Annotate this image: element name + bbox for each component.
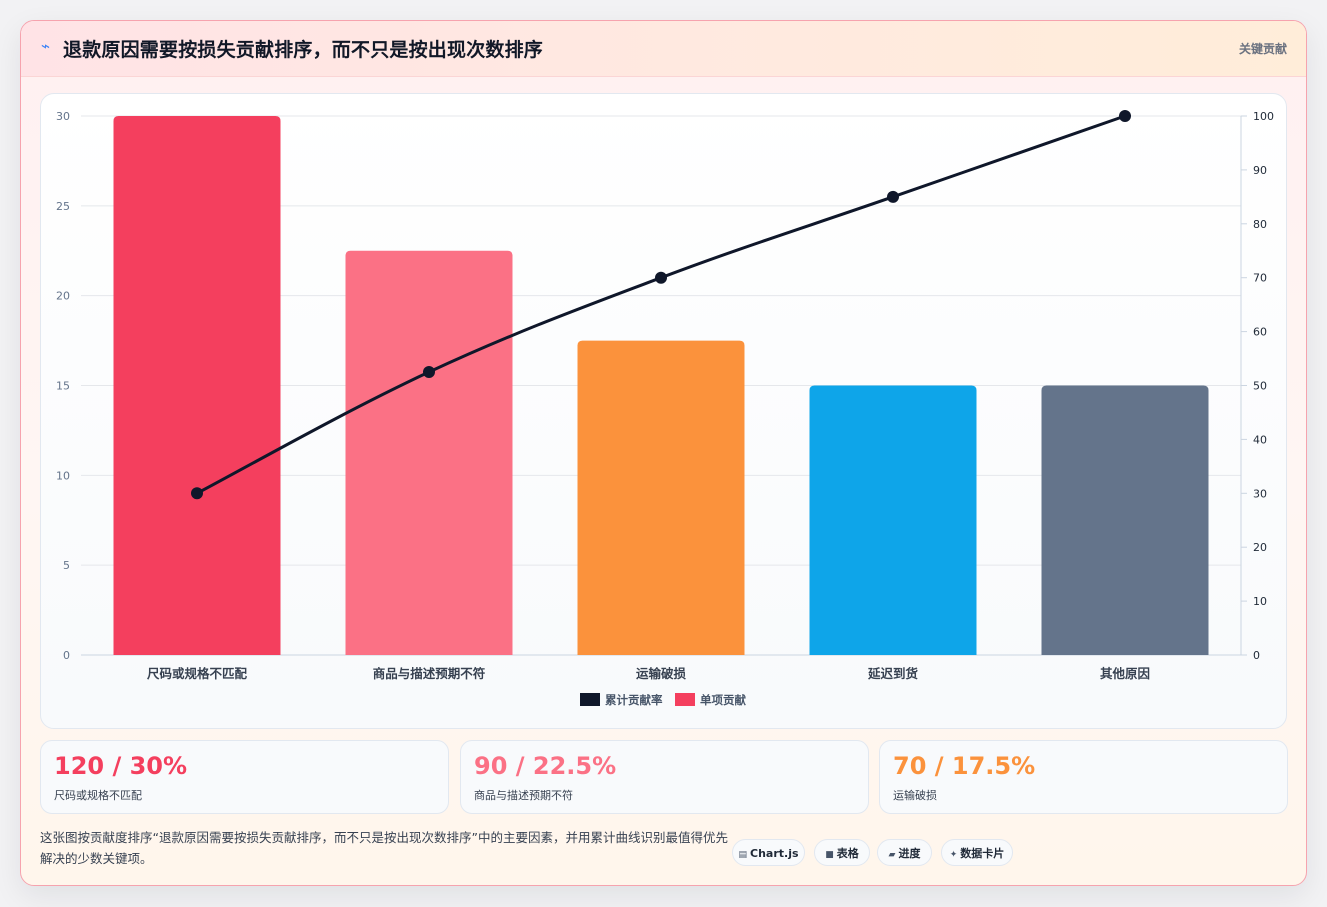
- legend-swatch: [580, 693, 600, 706]
- y-left-tick-label: 10: [56, 469, 70, 482]
- stat-label: 运输破损: [893, 789, 937, 802]
- cumulative-point: [1119, 110, 1131, 122]
- pill-label: 数据卡片: [960, 847, 1005, 860]
- x-tick-label: 其他原因: [1100, 666, 1150, 681]
- y-left-tick-label: 20: [56, 290, 70, 303]
- x-tick-label: 延迟到货: [867, 666, 919, 681]
- card-title: 退款原因需要按损失贡献排序，而不只是按出现次数排序: [63, 39, 544, 61]
- bar: [809, 385, 977, 655]
- y-right-tick-label: 70: [1253, 272, 1267, 285]
- pill-data-card[interactable]: ✦ 数据卡片: [941, 839, 1013, 866]
- x-tick-label: 尺码或规格不匹配: [147, 666, 248, 681]
- y-right-tick-label: 30: [1253, 487, 1267, 500]
- bolt-icon: ⌁: [41, 37, 51, 55]
- sparkle-icon: ✦: [949, 850, 958, 860]
- card-header: ⌁ 退款原因需要按损失贡献排序，而不只是按出现次数排序 关键贡献: [21, 21, 1306, 77]
- y-right-tick-label: 50: [1253, 380, 1267, 393]
- table-icon: ■: [825, 850, 834, 860]
- y-right-tick-label: 40: [1253, 433, 1267, 446]
- pareto-chart: 0 5 10 15 20 25 30 0 10 20 30 40 50 60 70 80 90 100 尺码或规格不…: [56, 110, 1274, 707]
- y-right-tick-label: 100: [1253, 110, 1274, 123]
- stat-value: 90 / 22.5%: [474, 752, 617, 780]
- chart-description: 这张图按贡献度排序“退款原因需要按损失贡献排序，而不只是按出现次数排序”中的主要…: [40, 830, 728, 866]
- pill-table[interactable]: ■ 表格: [814, 839, 870, 866]
- pareto-chart-panel: 0 5 10 15 20 25 30 0 10 20 30 40 50 60 70 80 90 100 尺码或规格不…: [40, 93, 1287, 729]
- cumulative-point: [887, 190, 899, 203]
- y-right-tick-label: 20: [1253, 541, 1267, 554]
- stat-card: 70 / 17.5% 运输破损: [879, 740, 1288, 814]
- pill-progress[interactable]: ▰ 进度: [877, 839, 932, 866]
- chart-icon: ▤: [738, 850, 747, 860]
- y-right-tick-label: 60: [1253, 326, 1267, 339]
- y-left-tick-label: 25: [56, 200, 70, 213]
- progress-icon: ▰: [888, 850, 896, 860]
- bar: [113, 116, 281, 655]
- legend-label: 累计贡献率: [605, 693, 663, 707]
- stat-card: 120 / 30% 尺码或规格不匹配: [40, 740, 449, 814]
- y-left-tick-label: 5: [63, 559, 70, 572]
- cumulative-point: [655, 271, 667, 284]
- pill-label: 进度: [898, 847, 921, 860]
- y-right-tick-label: 80: [1253, 218, 1267, 231]
- pill-label: 表格: [836, 847, 859, 860]
- stat-value: 70 / 17.5%: [893, 752, 1036, 780]
- pill-chartjs[interactable]: ▤ Chart.js: [732, 839, 805, 866]
- y-left-tick-label: 0: [63, 649, 70, 662]
- report-card: ⌁ 退款原因需要按损失贡献排序，而不只是按出现次数排序 关键贡献 0 5 10 15 2…: [20, 20, 1307, 886]
- header-tag: 关键贡献: [1238, 42, 1287, 56]
- cumulative-point: [191, 487, 203, 500]
- stat-card: 90 / 22.5% 商品与描述预期不符: [460, 740, 869, 814]
- y-right-tick-label: 90: [1253, 164, 1267, 177]
- legend-label: 单项贡献: [700, 693, 746, 707]
- pill-label: Chart.js: [750, 847, 799, 860]
- x-tick-label: 商品与描述预期不符: [373, 666, 486, 681]
- y-left-tick-label: 30: [56, 110, 70, 123]
- cumulative-point: [423, 366, 435, 379]
- x-tick-label: 运输破损: [636, 666, 687, 681]
- bar: [345, 250, 513, 655]
- stat-value: 120 / 30%: [54, 752, 188, 780]
- legend-swatch: [675, 693, 695, 706]
- y-left-tick-label: 15: [56, 380, 70, 393]
- stat-label: 尺码或规格不匹配: [54, 789, 142, 802]
- bar: [1041, 385, 1209, 655]
- stat-label: 商品与描述预期不符: [474, 789, 573, 802]
- y-right-tick-label: 10: [1253, 595, 1267, 608]
- y-right-tick-label: 0: [1253, 649, 1260, 662]
- bar: [577, 340, 745, 655]
